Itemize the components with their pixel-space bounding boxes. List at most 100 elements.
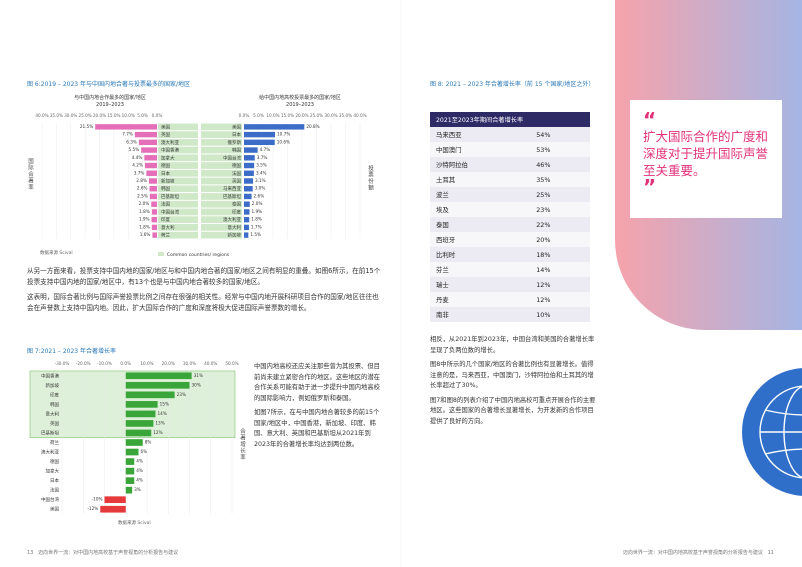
bar xyxy=(125,429,152,437)
common-highlight xyxy=(158,123,198,131)
paragraph: 如图7所示，在与中国内地合著较多的前15个国家/地区中，中国香港，新加坡、印度、… xyxy=(254,409,380,448)
common-highlight xyxy=(158,162,198,169)
bar xyxy=(148,178,157,184)
category-label: 中国香港 xyxy=(161,147,179,154)
category-label: 韩国 xyxy=(50,401,59,408)
common-highlight xyxy=(201,208,242,216)
common-highlight xyxy=(201,131,242,138)
value-label: 3.4% xyxy=(256,170,267,175)
value-label: 12% xyxy=(153,430,162,435)
bar xyxy=(125,381,190,389)
bar xyxy=(244,124,305,130)
category-label: 意大利 xyxy=(228,224,242,231)
table-row: 埃及 23% xyxy=(430,202,590,217)
x-tick-label: 0.0% xyxy=(120,361,131,366)
growth-table: 2021至2023年期间合著增长率 马来西亚 54% 中国澳门 53% 沙特阿拉伯 46%… xyxy=(430,112,590,322)
body-text: 相反，从2021年到2023年，中国台湾和美国的合著增长率呈现了负两位数的增长。… xyxy=(430,335,598,431)
category-label: 意大利 xyxy=(161,224,175,231)
subtitle: 与中国内地合作最多的国家/地区 xyxy=(74,95,146,101)
page-number: 13 xyxy=(27,550,34,556)
category-label: 日本 xyxy=(232,131,241,138)
value-label: 2.6% xyxy=(137,186,148,191)
bar xyxy=(244,224,249,231)
bar xyxy=(244,232,249,238)
bar xyxy=(125,439,143,446)
common-highlight xyxy=(158,208,198,216)
x-tick-label: 30.0% xyxy=(64,113,77,118)
category-label: 美国 xyxy=(50,506,59,513)
common-highlight xyxy=(158,200,198,208)
common-highlight xyxy=(158,177,198,185)
bar xyxy=(125,401,158,408)
region: 波兰 xyxy=(430,187,531,202)
category-label: 日本 xyxy=(50,477,59,484)
x-tick-label: 20.0% xyxy=(162,361,175,366)
chart-subtitle: 给中国内地高校投票最多的国家/地区 2019–2023 xyxy=(240,95,360,109)
region: 埃及 xyxy=(430,202,531,217)
value-label: 6% xyxy=(141,449,148,454)
category-label: 英国 xyxy=(161,131,170,138)
table-row: 比利时 18% xyxy=(430,247,590,262)
x-tick-label: 20.0% xyxy=(295,113,308,118)
bar xyxy=(151,201,157,207)
x-tick-label: 15.0% xyxy=(281,113,294,118)
category-label: 泰国 xyxy=(232,201,241,208)
value-label: 3.0% xyxy=(255,186,266,191)
category-label: 法国 xyxy=(232,170,241,177)
category-label: 加拿大 xyxy=(46,468,60,475)
paragraph: 从另一方面来看，投票支持中国内地的国家/地区与和中国内地合著的国家/地区之间有明… xyxy=(27,267,381,286)
growth-rate: 10% xyxy=(530,307,590,322)
category-label: 巴基斯坦 xyxy=(41,429,59,436)
value-label: 31% xyxy=(194,373,203,378)
category-label: 韩国 xyxy=(232,147,241,154)
value-label: 2.5% xyxy=(137,193,148,198)
value-label: 21.5% xyxy=(80,124,93,129)
value-label: 1.7% xyxy=(251,224,262,229)
value-label: 3.7% xyxy=(257,155,268,160)
region: 瑞士 xyxy=(430,277,531,292)
value-label: 2.0% xyxy=(139,201,150,206)
paragraph: 图8中所示的几个国家/地区的合著比例也有显著增长。值得注意的是，马来西亚，中国澳… xyxy=(430,361,594,389)
bar xyxy=(244,162,255,169)
category-label: 中国台湾 xyxy=(223,154,241,161)
x-tick-label: 0.0% xyxy=(239,113,250,118)
y-axis-label: 国际合著率 xyxy=(27,158,33,191)
common-highlight xyxy=(158,231,198,239)
value-label: 3.5% xyxy=(256,163,267,168)
x-tick-label: -20.0% xyxy=(76,361,91,366)
paragraph: 相反，从2021年到2023年，中国台湾和美国的合著增长率呈现了负两位数的增长。 xyxy=(430,336,595,354)
region: 土耳其 xyxy=(430,172,531,187)
bar xyxy=(138,139,157,146)
common-highlight xyxy=(201,200,242,208)
y-axis-label: 投票份额 xyxy=(367,165,373,191)
bar xyxy=(95,124,157,130)
category-label: 中国台湾 xyxy=(161,208,179,215)
value-label: 1.8% xyxy=(251,217,262,222)
value-label: 4.2% xyxy=(132,163,143,168)
x-tick-label: 25.0% xyxy=(310,113,323,118)
common-highlight xyxy=(201,231,242,239)
value-label: 3% xyxy=(134,487,141,492)
x-tick-label: 10.0% xyxy=(122,113,135,118)
bar xyxy=(100,505,126,513)
bar xyxy=(144,162,157,169)
category-label: 荷兰 xyxy=(50,439,59,446)
bar xyxy=(244,201,250,207)
growth-rate: 14% xyxy=(530,262,590,277)
value-label: 6.3% xyxy=(126,139,137,144)
x-tick-label: 5.0% xyxy=(253,113,264,118)
value-label: 4% xyxy=(136,459,143,464)
bar xyxy=(244,178,253,184)
growth-rate: 18% xyxy=(530,247,590,262)
figure-title: 图 8: 2021 – 2023 年合著增长率（前 15 个国家/地区之外） xyxy=(430,81,595,88)
growth-rate: 54% xyxy=(530,127,590,142)
growth-rate: 20% xyxy=(530,232,590,247)
category-label: 印度 xyxy=(161,216,170,223)
table-row: 瑞士 12% xyxy=(430,277,590,292)
table-row: 南非 10% xyxy=(430,307,590,322)
value-label: 4.4% xyxy=(132,155,143,160)
x-tick-label: 35.0% xyxy=(339,113,352,118)
category-label: 荷兰 xyxy=(161,232,170,239)
value-label: -12% xyxy=(87,506,98,511)
